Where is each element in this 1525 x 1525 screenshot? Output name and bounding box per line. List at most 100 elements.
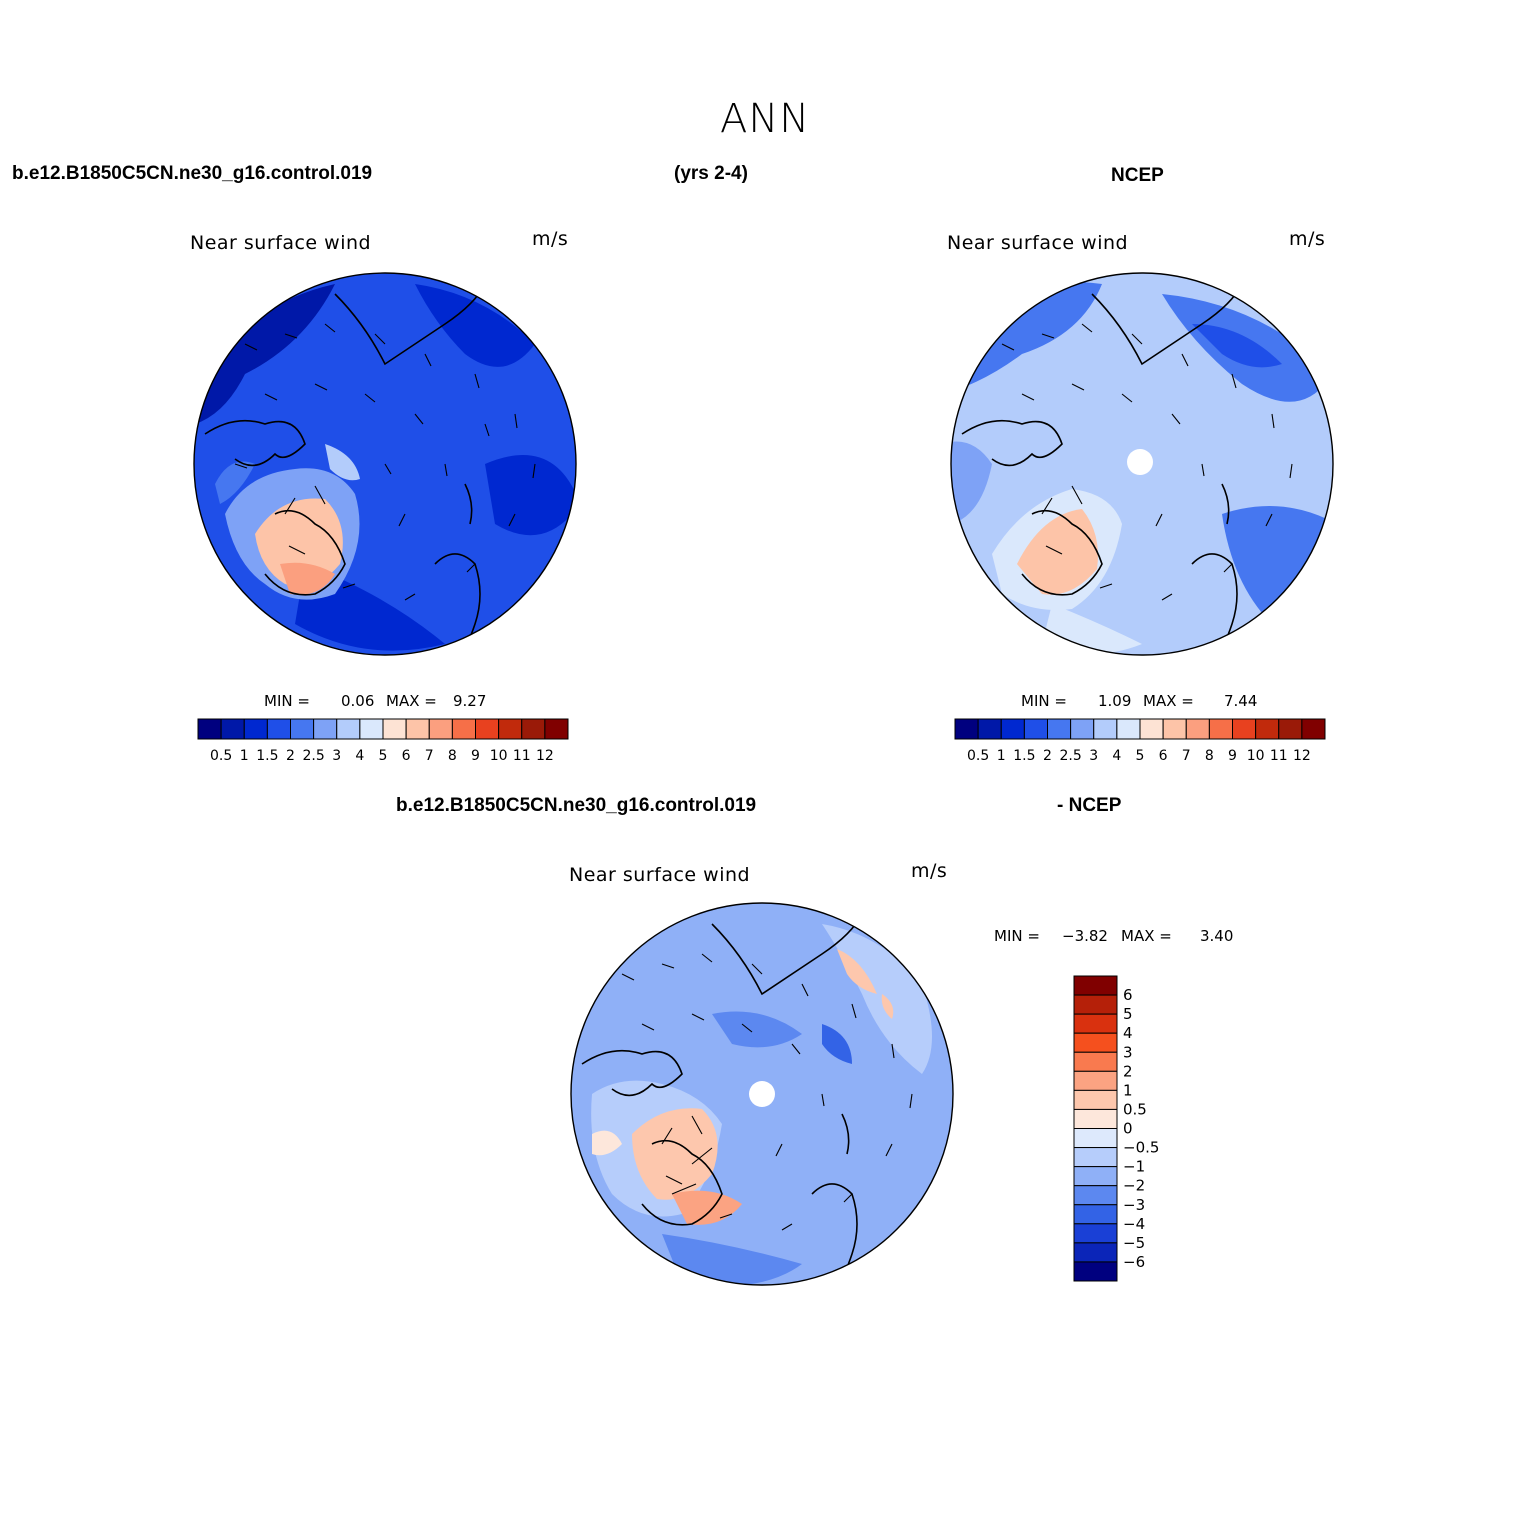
obs-colorbar-tick-label: 2.5 — [1059, 748, 1081, 764]
model-variable-label: Near surface wind — [190, 232, 372, 254]
model-colorbar-swatch — [451, 718, 476, 740]
diff-colorbar-tick-label: −3 — [1123, 1196, 1145, 1214]
diff-colorbar-tick-label: −6 — [1123, 1253, 1145, 1271]
obs-colorbar-swatch — [1000, 718, 1025, 740]
diff-colorbar-swatch — [1073, 1242, 1118, 1263]
obs-min-label: MIN = — [1021, 692, 1067, 710]
diff-colorbar-swatch — [1073, 1070, 1118, 1091]
obs-max-value: 7.44 — [1224, 692, 1258, 710]
model-colorbar-swatch — [266, 718, 291, 740]
obs-colorbar-swatch — [1232, 718, 1257, 740]
obs-polar-map — [950, 272, 1334, 656]
obs-colorbar-tick-label: 7 — [1182, 748, 1191, 764]
obs-colorbar-swatch — [1208, 718, 1233, 740]
model-colorbar-swatch — [521, 718, 546, 740]
model-colorbar-swatch — [243, 718, 268, 740]
diff-colorbar-swatch — [1073, 1185, 1118, 1206]
model-colorbar-swatch — [405, 718, 430, 740]
obs-colorbar-swatch — [954, 718, 979, 740]
diff-colorbar-tick-label: −5 — [1123, 1234, 1145, 1252]
obs-units-label: m/s — [1289, 228, 1326, 250]
obs-colorbar-tick-label: 10 — [1247, 748, 1265, 764]
model-colorbar-swatch — [336, 718, 361, 740]
diff-variable-label: Near surface wind — [569, 864, 751, 886]
diff-colorbar-swatch — [1073, 1204, 1118, 1225]
diff-colorbar-swatch — [1073, 1051, 1118, 1072]
model-colorbar-tick-label: 10 — [490, 748, 508, 764]
model-max-value: 9.27 — [453, 692, 487, 710]
diff-units-label: m/s — [911, 860, 948, 882]
model-colorbar-swatch — [313, 718, 338, 740]
model-colorbar-swatch — [197, 718, 222, 740]
diff-colorbar-tick-label: 6 — [1123, 986, 1133, 1004]
diff-colorbar-tick-label: 5 — [1123, 1005, 1133, 1023]
obs-colorbar-tick-label: 1.5 — [1013, 748, 1035, 764]
diff-colorbar-swatch — [1073, 1261, 1118, 1282]
diff-colorbar-tick-label: 4 — [1123, 1024, 1133, 1042]
obs-colorbar-tick-label: 3 — [1089, 748, 1098, 764]
obs-colorbar-swatch — [1301, 718, 1326, 740]
obs-colorbar-swatch — [1116, 718, 1141, 740]
diff-colorbar-swatch — [1073, 1166, 1118, 1187]
diff-colorbar-tick-label: −1 — [1123, 1158, 1145, 1176]
diff-colorbar-tick-label: 0 — [1123, 1120, 1133, 1138]
diff-colorbar-tick-label: 3 — [1123, 1043, 1133, 1061]
diff-colorbar-swatch — [1073, 1089, 1118, 1110]
model-colorbar-swatch — [290, 718, 315, 740]
obs-colorbar-swatch — [1070, 718, 1095, 740]
model-colorbar-swatch — [428, 718, 453, 740]
obs-colorbar-swatch — [1139, 718, 1164, 740]
model-polar-map — [193, 272, 577, 656]
model-case-name: b.e12.B1850C5CN.ne30_g16.control.019 — [12, 163, 373, 184]
model-max-label: MAX = — [386, 692, 437, 710]
model-colorbar-tick-label: 8 — [448, 748, 457, 764]
diff-colorbar-swatch — [1073, 994, 1118, 1015]
diff-colorbar-swatch — [1073, 975, 1118, 996]
model-min-value: 0.06 — [341, 692, 375, 710]
obs-colorbar-tick-label: 5 — [1136, 748, 1145, 764]
diff-min-label: MIN = — [994, 927, 1040, 945]
obs-colorbar-tick-label: 12 — [1293, 748, 1311, 764]
obs-colorbar-tick-label: 11 — [1270, 748, 1288, 764]
obs-colorbar-swatch — [977, 718, 1002, 740]
obs-colorbar-tick-label: 1 — [997, 748, 1006, 764]
diff-colorbar-swatch — [1073, 1223, 1118, 1244]
model-colorbar-tick-label: 11 — [513, 748, 531, 764]
model-colorbar-tick-label: 2 — [286, 748, 295, 764]
model-colorbar-tick-label: 5 — [379, 748, 388, 764]
diff-colorbar-tick-label: −0.5 — [1123, 1139, 1159, 1157]
obs-colorbar-tick-label: 4 — [1112, 748, 1121, 764]
obs-colorbar-tick-label: 6 — [1159, 748, 1168, 764]
model-colorbar-swatch — [544, 718, 569, 740]
diff-case-name: b.e12.B1850C5CN.ne30_g16.control.019 — [396, 795, 757, 816]
model-colorbar-swatch — [359, 718, 384, 740]
model-colorbar-swatch — [498, 718, 523, 740]
obs-variable-label: Near surface wind — [947, 232, 1129, 254]
figure-title: ANN — [720, 96, 811, 142]
diff-min-value: −3.82 — [1062, 927, 1108, 945]
model-years: (yrs 2-4) — [674, 163, 748, 184]
diff-polar-map — [570, 902, 954, 1286]
model-colorbar-tick-label: 0.5 — [210, 748, 232, 764]
model-colorbar-tick-label: 3 — [332, 748, 341, 764]
diff-wind-vectors — [621, 953, 913, 1231]
diff-colorbar-swatch — [1073, 1108, 1118, 1129]
obs-colorbar-tick-label: 9 — [1228, 748, 1237, 764]
diff-colorbar-tick-label: 0.5 — [1123, 1100, 1147, 1118]
model-colorbar-tick-label: 12 — [536, 748, 554, 764]
diff-colorbar-tick-label: 1 — [1123, 1081, 1133, 1099]
diff-colorbar-swatch — [1073, 1032, 1118, 1053]
model-colorbar-tick-label: 1 — [240, 748, 249, 764]
obs-colorbar-tick-label: 0.5 — [967, 748, 989, 764]
diff-obs-name: - NCEP — [1057, 795, 1122, 816]
obs-colorbar-swatch — [1047, 718, 1072, 740]
obs-colorbar-tick-label: 8 — [1205, 748, 1214, 764]
obs-colorbar-tick-label: 2 — [1043, 748, 1052, 764]
diff-colorbar-tick-label: −2 — [1123, 1177, 1145, 1195]
model-colorbar-tick-label: 2.5 — [302, 748, 324, 764]
obs-max-label: MAX = — [1143, 692, 1194, 710]
model-colorbar-swatch — [475, 718, 500, 740]
diff-colorbar-swatch — [1073, 1147, 1118, 1168]
obs-colorbar: 0.5 1 1.5 2 2.5 3 4 5 6 7 8 9 10 11 12 — [954, 718, 1326, 764]
